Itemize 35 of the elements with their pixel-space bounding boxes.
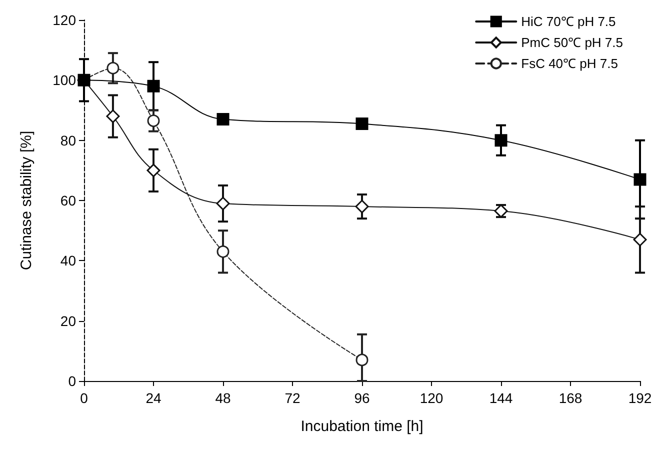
point — [356, 118, 368, 130]
y-tick-label: 40 — [60, 252, 76, 269]
point — [634, 173, 646, 186]
x-tick-label: 0 — [80, 390, 88, 406]
x-tick-label: 72 — [284, 390, 300, 406]
y-tick-label: 80 — [60, 132, 76, 148]
legend-label: PmC 50℃ pH 7.5 — [521, 35, 623, 50]
x-axis-title: Incubation time [h] — [300, 418, 424, 435]
point — [106, 62, 120, 74]
x-tick-label: 48 — [215, 390, 231, 406]
x-tick-label: 168 — [558, 390, 582, 406]
point — [494, 134, 508, 147]
y-tick-label: 0 — [68, 373, 76, 389]
point — [216, 196, 230, 210]
x-tick-label: 96 — [354, 390, 370, 406]
y-tick-label: 120 — [52, 12, 76, 28]
x-tick-label: 120 — [420, 390, 444, 406]
point — [106, 110, 120, 124]
point — [146, 164, 160, 178]
point — [147, 114, 160, 128]
point — [633, 232, 647, 246]
x-tick-label: 24 — [146, 390, 162, 406]
x-tick-label: 144 — [489, 390, 513, 406]
point — [216, 113, 230, 126]
y-axis-title: Cutinase stability [%] — [18, 130, 35, 270]
point — [355, 200, 369, 214]
point — [147, 80, 160, 92]
legend-label: FsC 40℃ pH 7.5 — [521, 56, 618, 71]
x-tick-label: 192 — [628, 390, 652, 406]
y-tick-label: 20 — [60, 312, 76, 329]
legend-label: HiC 70℃ pH 7.5 — [521, 14, 616, 29]
point — [356, 354, 368, 366]
y-tick-label: 100 — [52, 72, 76, 88]
y-tick-label: 60 — [60, 192, 76, 208]
point — [216, 245, 230, 258]
